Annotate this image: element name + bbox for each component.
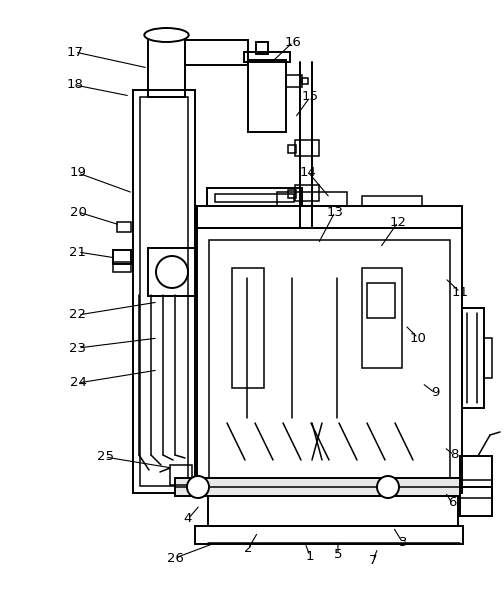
Text: 11: 11 xyxy=(452,285,469,298)
Circle shape xyxy=(156,256,188,288)
Bar xyxy=(362,196,422,206)
Text: 20: 20 xyxy=(70,206,87,218)
Bar xyxy=(195,526,463,544)
Bar xyxy=(113,250,131,264)
Bar xyxy=(113,262,131,272)
Text: 15: 15 xyxy=(301,91,319,104)
Text: 21: 21 xyxy=(70,246,87,259)
Text: 24: 24 xyxy=(70,377,87,390)
Bar xyxy=(175,478,460,496)
Text: 12: 12 xyxy=(390,215,407,228)
Text: 4: 4 xyxy=(184,512,192,525)
Text: 17: 17 xyxy=(67,46,84,59)
Ellipse shape xyxy=(144,28,188,42)
Text: 23: 23 xyxy=(70,342,87,355)
Text: 8: 8 xyxy=(450,448,458,461)
Text: 5: 5 xyxy=(334,549,342,562)
Bar xyxy=(277,192,347,206)
Bar xyxy=(185,40,248,65)
Bar xyxy=(362,268,402,368)
Bar xyxy=(197,228,462,493)
Text: 9: 9 xyxy=(431,387,439,400)
Text: 1: 1 xyxy=(306,550,314,563)
Text: 13: 13 xyxy=(327,206,344,218)
Bar xyxy=(215,194,294,202)
Bar xyxy=(232,268,264,388)
Bar xyxy=(195,206,197,228)
Bar xyxy=(148,35,185,97)
Bar xyxy=(295,140,319,156)
Bar xyxy=(288,190,296,198)
Text: 10: 10 xyxy=(410,331,426,345)
Bar xyxy=(170,465,192,485)
Text: 6: 6 xyxy=(448,496,456,509)
Bar xyxy=(286,75,302,87)
Circle shape xyxy=(187,476,209,498)
Text: 22: 22 xyxy=(70,308,87,321)
Text: 26: 26 xyxy=(166,551,183,565)
Bar xyxy=(460,480,492,498)
Text: 3: 3 xyxy=(399,537,407,550)
Bar xyxy=(295,185,319,201)
Bar xyxy=(462,308,484,408)
Text: 7: 7 xyxy=(369,553,377,566)
Bar xyxy=(207,188,302,206)
Bar xyxy=(140,97,188,486)
Bar xyxy=(367,283,395,318)
Text: 18: 18 xyxy=(67,78,84,91)
Text: 14: 14 xyxy=(299,165,317,178)
Bar xyxy=(484,338,492,378)
Bar xyxy=(460,456,492,516)
Text: 2: 2 xyxy=(244,543,252,556)
Bar xyxy=(197,206,462,228)
Circle shape xyxy=(377,476,399,498)
Bar xyxy=(244,52,290,62)
Bar xyxy=(302,78,308,84)
Bar xyxy=(117,222,131,232)
Text: 19: 19 xyxy=(70,167,87,180)
Text: 25: 25 xyxy=(96,451,113,464)
Bar xyxy=(133,90,195,493)
Bar xyxy=(256,42,268,54)
Bar xyxy=(148,248,196,296)
Bar xyxy=(209,240,450,481)
Bar xyxy=(288,145,296,153)
Text: 16: 16 xyxy=(285,36,301,49)
Bar xyxy=(248,60,286,132)
Bar xyxy=(208,496,458,526)
